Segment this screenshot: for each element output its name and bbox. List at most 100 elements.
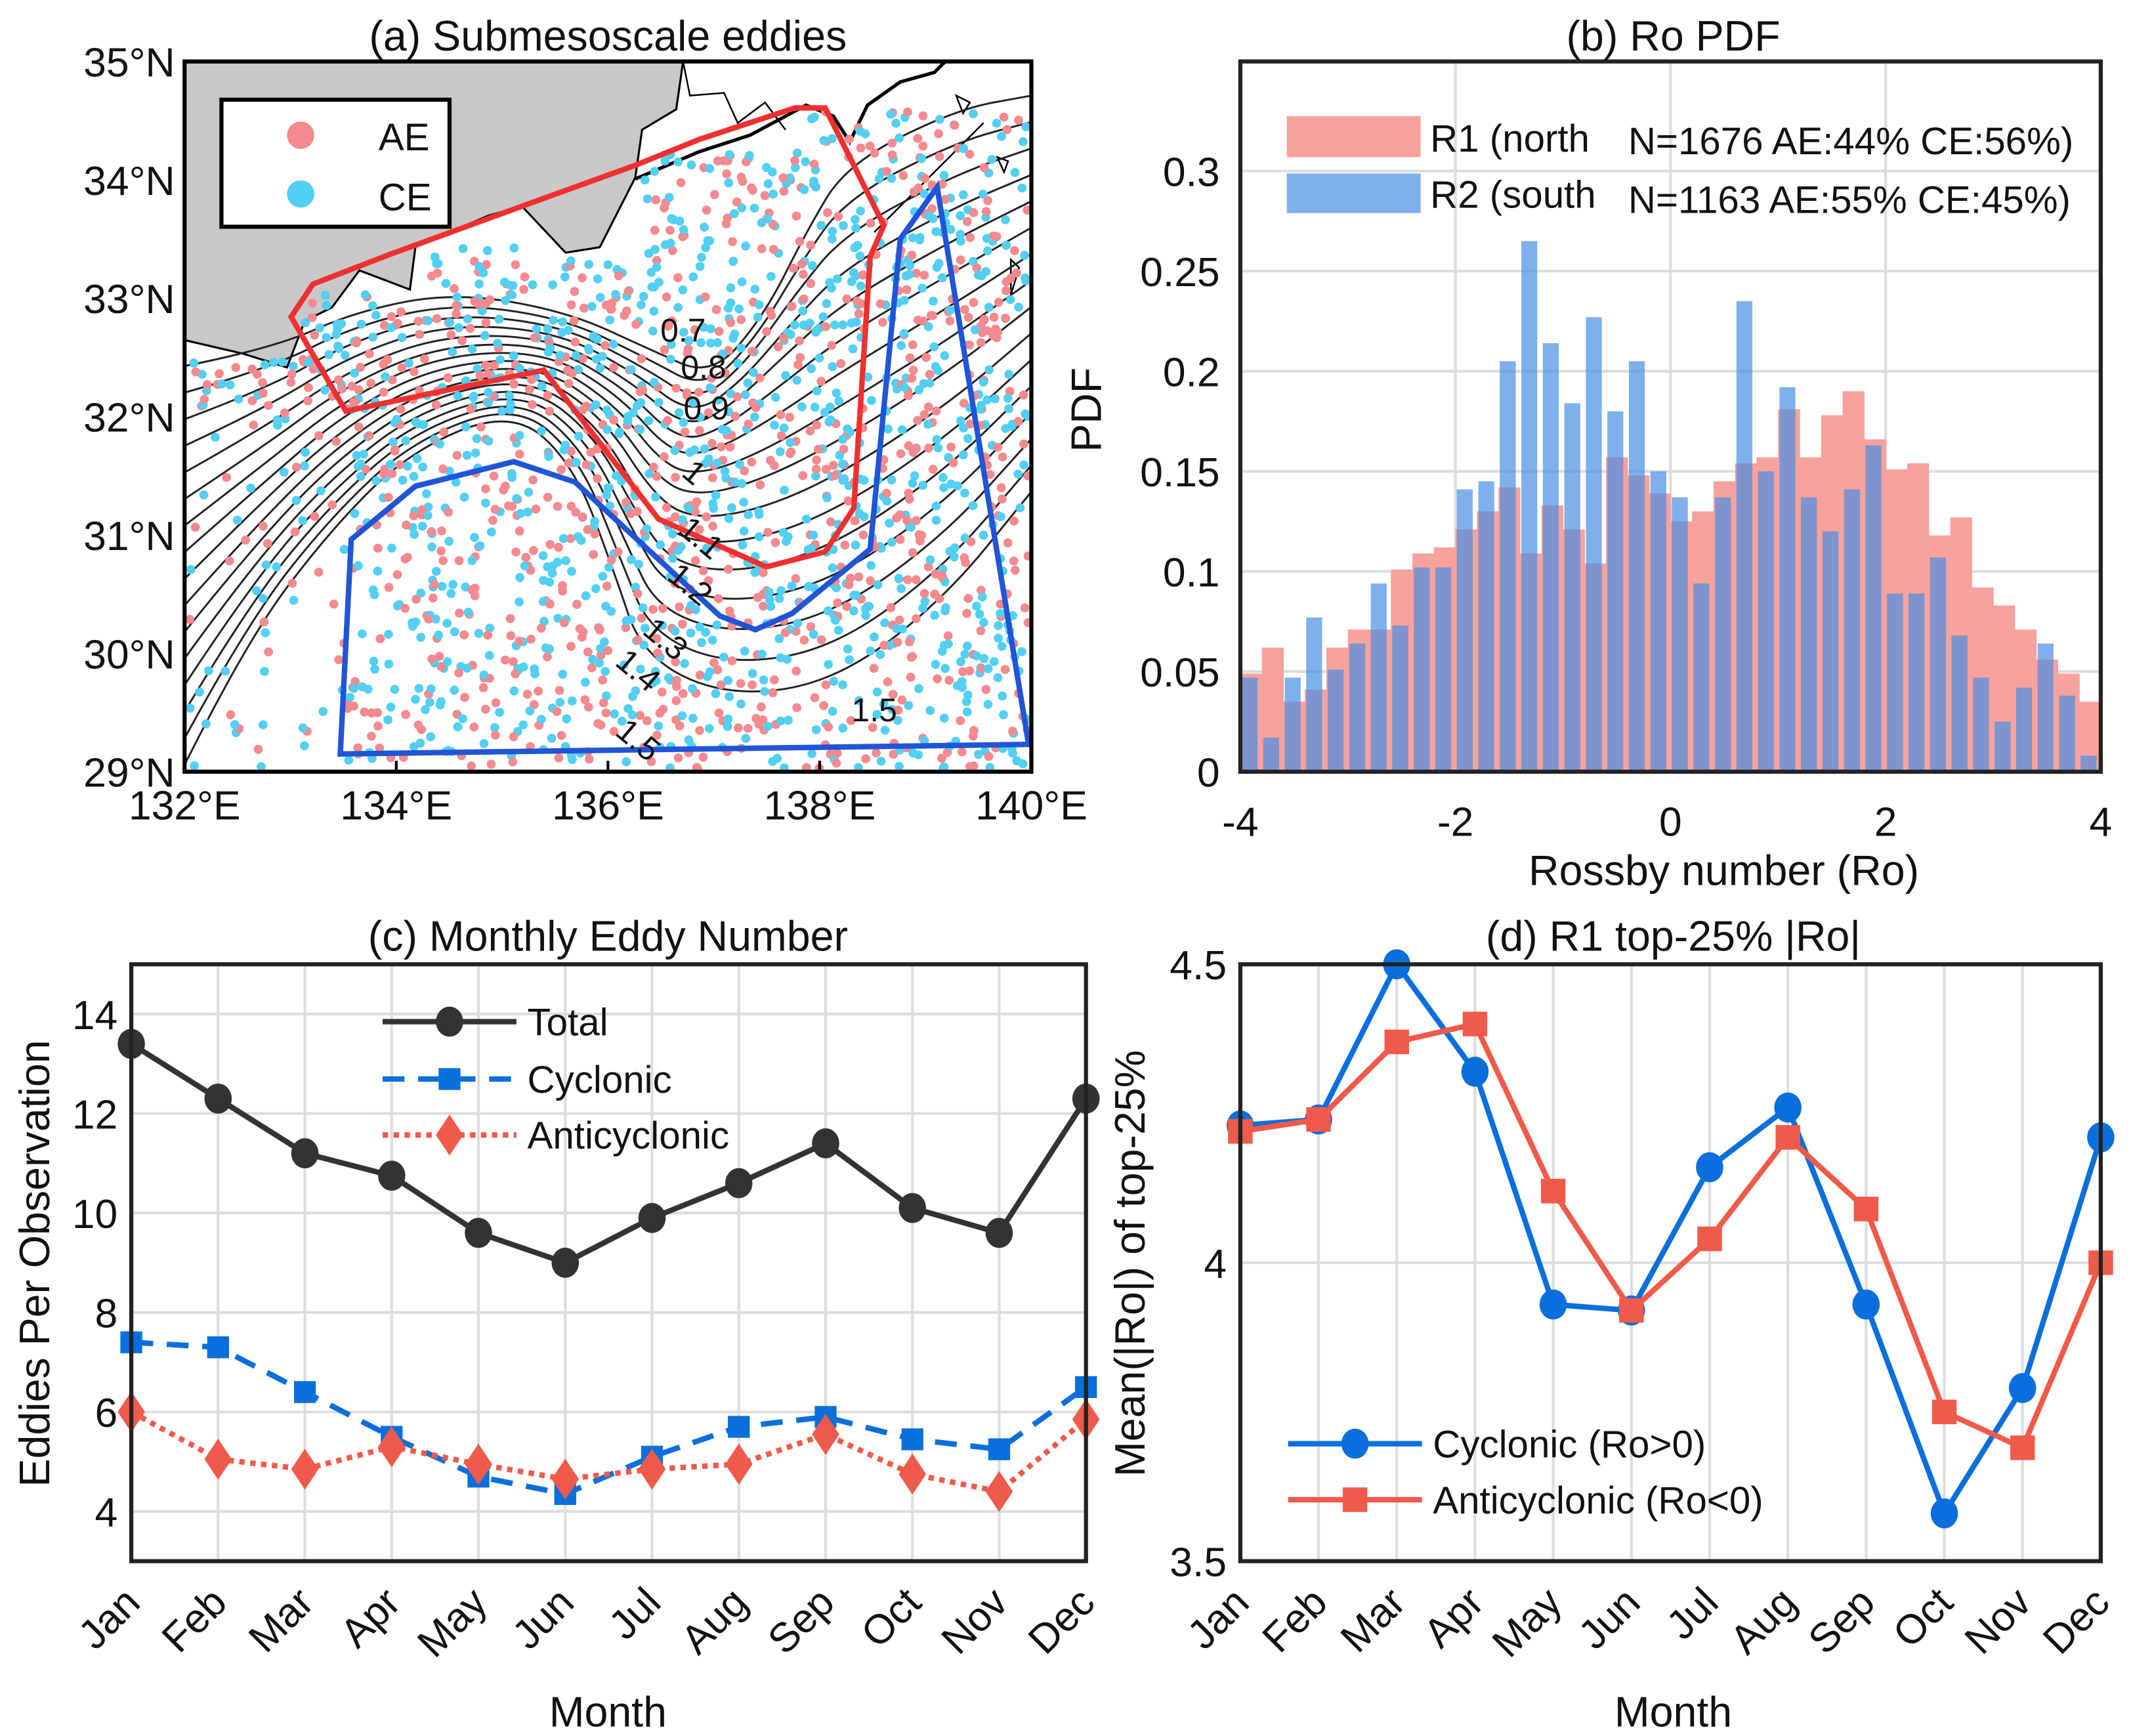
ce-eddy-point — [958, 190, 968, 200]
ce-eddy-point — [925, 706, 935, 715]
panel-c-line-chart: 4 6 8 10 12 14 Jan Feb Mar Apr May Jun Jul Aug Sep Oct N… — [11, 912, 1103, 1735]
ae-eddy-point — [882, 488, 891, 498]
ae-eddy-point — [913, 415, 922, 425]
series-line-anticyclonic — [130, 1409, 1088, 1495]
ae-eddy-point — [515, 637, 524, 646]
ae-eddy-point — [950, 120, 960, 130]
ce-eddy-point — [186, 564, 196, 574]
ce-eddy-point — [799, 320, 809, 330]
ce-eddy-point — [763, 179, 773, 188]
ae-eddy-point — [963, 312, 973, 322]
ae-eddy-point — [673, 753, 683, 763]
x-tick-label: Apr — [331, 1579, 409, 1657]
ce-eddy-point — [421, 705, 430, 715]
ce-eddy-point — [738, 540, 748, 550]
ce-eddy-point — [959, 144, 969, 154]
ce-eddy-point — [832, 388, 841, 398]
ce-eddy-point — [940, 606, 950, 616]
ae-eddy-point — [842, 294, 851, 304]
bar-r2 — [1844, 489, 1860, 772]
ce-eddy-point — [431, 614, 440, 624]
ae-eddy-point — [806, 622, 816, 631]
ce-eddy-point — [389, 437, 398, 447]
ce-eddy-point — [252, 586, 261, 595]
ae-eddy-point — [946, 442, 956, 452]
ce-eddy-point — [706, 383, 715, 392]
ce-eddy-point — [740, 390, 750, 400]
ce-eddy-point — [754, 300, 764, 310]
ce-eddy-point — [673, 157, 683, 167]
ce-eddy-point — [699, 322, 709, 332]
ce-eddy-point — [999, 710, 1008, 719]
ae-eddy-point — [828, 460, 838, 470]
x-tick-label: 136°E — [552, 783, 664, 829]
ae-eddy-point — [861, 754, 870, 763]
ce-eddy-point — [983, 664, 993, 673]
x-tick-label: Dec — [2034, 1579, 2118, 1663]
ce-eddy-point — [737, 277, 747, 287]
ae-eddy-point — [933, 674, 942, 684]
ae-eddy-point — [314, 431, 324, 440]
ce-eddy-point — [441, 278, 451, 288]
ce-eddy-point — [469, 391, 478, 401]
ce-eddy-point — [946, 224, 956, 234]
ae-eddy-point — [520, 272, 530, 282]
ce-eddy-point — [684, 503, 694, 513]
ae-eddy-point — [635, 711, 645, 720]
y-tick-label: 6 — [95, 1390, 118, 1436]
ce-eddy-point — [561, 556, 570, 566]
ae-eddy-point — [795, 237, 805, 246]
ce-eddy-point — [352, 451, 362, 460]
ce-eddy-point — [332, 319, 342, 329]
data-point — [291, 1449, 319, 1490]
ce-eddy-point — [482, 246, 492, 255]
ae-eddy-point — [287, 370, 297, 379]
ae-eddy-point — [475, 371, 485, 381]
ae-eddy-point — [969, 208, 979, 217]
ce-eddy-point — [658, 621, 667, 630]
x-tick-label: Jul — [600, 1579, 669, 1649]
data-point — [1540, 1179, 1566, 1204]
ce-eddy-point — [435, 439, 445, 449]
ce-eddy-point — [830, 320, 839, 329]
ce-eddy-point — [838, 680, 847, 690]
ce-eddy-point — [636, 664, 645, 674]
x-tick-label: May — [1483, 1578, 1571, 1666]
ae-eddy-point — [805, 426, 815, 436]
ce-eddy-point — [356, 471, 366, 481]
ce-eddy-point — [706, 338, 715, 348]
ce-eddy-point — [320, 385, 330, 395]
ce-eddy-point — [664, 193, 674, 202]
ce-eddy-point — [937, 273, 947, 283]
ae-eddy-point — [470, 591, 480, 601]
ae-eddy-point — [602, 582, 612, 591]
ce-eddy-point — [272, 562, 282, 572]
ce-eddy-point — [258, 593, 268, 603]
ce-eddy-point — [919, 189, 929, 199]
ce-eddy-point — [968, 501, 978, 511]
ce-eddy-point — [686, 601, 696, 610]
ce-eddy-point — [811, 182, 821, 192]
ae-eddy-point — [589, 550, 599, 559]
ce-eddy-point — [605, 315, 615, 325]
ce-eddy-point — [644, 416, 654, 425]
ce-eddy-point — [931, 515, 941, 525]
ae-eddy-point — [768, 688, 778, 698]
ae-eddy-point — [373, 708, 382, 717]
ce-eddy-point — [887, 475, 897, 485]
ce-eddy-point — [915, 235, 925, 245]
ae-eddy-point — [511, 669, 520, 679]
ce-eddy-point — [458, 714, 467, 723]
ce-eddy-point — [861, 610, 870, 620]
ce-eddy-point — [678, 285, 688, 295]
ce-eddy-point — [650, 282, 659, 292]
ce-eddy-point — [958, 450, 968, 459]
ce-eddy-point — [545, 644, 555, 654]
ae-eddy-point — [724, 564, 733, 574]
ce-eddy-point — [914, 684, 923, 694]
x-tick-label: Aug — [1721, 1579, 1805, 1663]
ce-eddy-point — [545, 343, 555, 353]
ce-eddy-point — [509, 243, 519, 253]
y-tick-label: 0.15 — [1140, 450, 1220, 496]
ae-eddy-point — [329, 599, 339, 609]
